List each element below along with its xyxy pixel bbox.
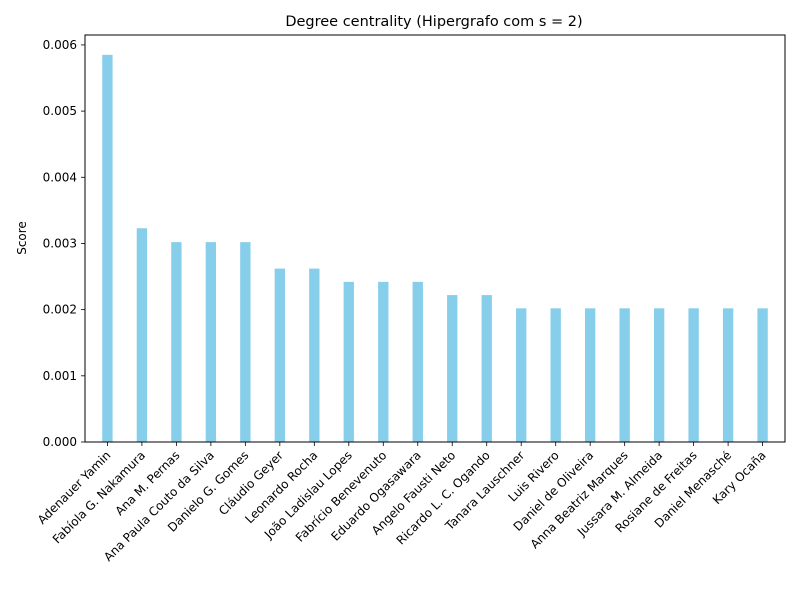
bar bbox=[102, 54, 113, 442]
chart-title: Degree centrality (Hipergrafo com s = 2) bbox=[285, 14, 582, 30]
y-axis-label: Score bbox=[15, 221, 29, 255]
bar bbox=[136, 228, 148, 442]
y-tick-label: 0.001 bbox=[43, 369, 77, 383]
y-tick-label: 0.006 bbox=[43, 38, 77, 52]
y-tick-label: 0.002 bbox=[43, 303, 77, 317]
bar bbox=[722, 308, 734, 442]
bar bbox=[619, 308, 630, 442]
bar bbox=[205, 242, 217, 442]
y-tick-label: 0.005 bbox=[43, 104, 77, 118]
bar bbox=[653, 308, 665, 442]
bar bbox=[309, 268, 320, 442]
bar bbox=[412, 281, 423, 442]
y-tick-label: 0.004 bbox=[43, 170, 77, 184]
bar bbox=[688, 308, 699, 442]
bar bbox=[516, 308, 527, 442]
bar bbox=[757, 308, 768, 442]
bars-group bbox=[102, 54, 768, 442]
bar bbox=[274, 268, 285, 442]
bar bbox=[447, 295, 458, 442]
y-ticks-group: 0.000 0.001 0.002 0.003 0.004 0.005 0.006 bbox=[43, 38, 85, 449]
y-tick-label: 0.000 bbox=[43, 435, 77, 449]
bar bbox=[585, 308, 596, 442]
plot-frame bbox=[84, 34, 786, 443]
bar bbox=[550, 308, 561, 442]
bar bbox=[481, 295, 492, 442]
bar bbox=[378, 281, 389, 442]
bar bbox=[343, 281, 354, 442]
y-tick-label: 0.003 bbox=[43, 236, 77, 250]
bar bbox=[240, 242, 251, 442]
bar bbox=[171, 242, 182, 442]
